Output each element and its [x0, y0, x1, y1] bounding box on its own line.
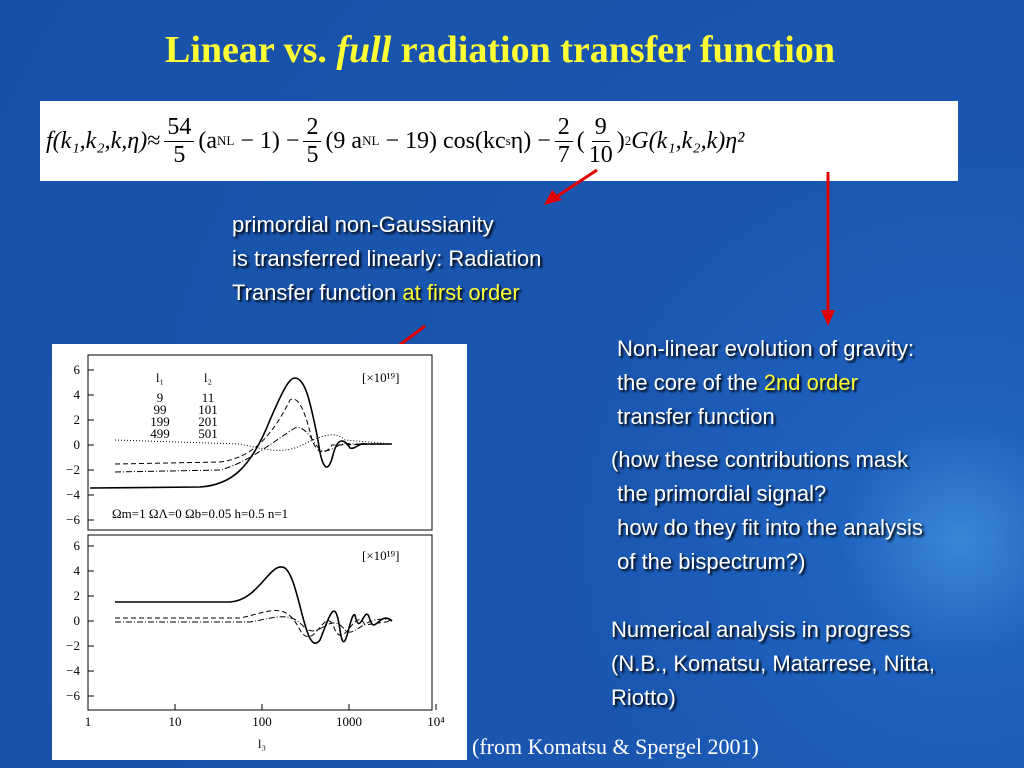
note-line: Numerical analysis in progress [611, 617, 911, 642]
eq-text: ≈ [147, 127, 161, 154]
note: (how these contributions mask the primor… [611, 443, 923, 579]
y-tick-label: −6 [66, 512, 80, 527]
eq-text: 2 [554, 114, 573, 142]
note-line: primordial non-Gaussianity [232, 212, 494, 237]
scale-note: [×10¹⁹] [362, 370, 399, 385]
legend-entry: 201 [198, 414, 218, 429]
note-line: (how these contributions mask [611, 447, 909, 472]
y-tick-label: 6 [74, 362, 81, 377]
legend-entry: 501 [198, 426, 218, 441]
legend-entry: 99 [154, 402, 167, 417]
x-axis-label: l₃ [258, 736, 266, 751]
eq-text: 10 [588, 141, 613, 168]
fraction: 54 5 [164, 114, 195, 169]
title-text: Linear vs. [165, 29, 337, 71]
note-line: Transfer function [232, 280, 403, 305]
legend-entry: 9 [157, 390, 164, 405]
caption: (from Komatsu & Spergel 2001) [472, 734, 759, 759]
y-tick-label: 0 [74, 437, 81, 452]
eq-text: 5 [306, 141, 319, 168]
legend-head: l₁ [156, 370, 164, 385]
note-line: how do they fit into the analysis [611, 515, 923, 540]
note-line: the core of the [617, 370, 764, 395]
eq-text: 9 [591, 114, 610, 142]
y-tick-label: −2 [66, 638, 80, 653]
eq-text: NL [217, 133, 235, 148]
params: Ωm=1 ΩΛ=0 Ωb=0.05 h=0.5 n=1 [112, 506, 288, 521]
eq-text: G(k₁,k₂,k)η² [631, 127, 745, 154]
note-line: Riotto) [611, 685, 676, 710]
y-tick-label: 6 [74, 538, 81, 553]
y-tick-label: −2 [66, 462, 80, 477]
y-tick-label: −4 [66, 487, 80, 502]
x-tick-label: 10⁴ [427, 714, 445, 729]
eq-text: 5 [173, 141, 186, 168]
y-tick-label: 4 [74, 387, 81, 402]
y-tick-label: 2 [74, 588, 81, 603]
scale-note: [×10¹⁹] [362, 548, 399, 563]
x-tick-label: 1000 [336, 714, 362, 729]
x-tick-label: 10 [169, 714, 182, 729]
legend-entry: 101 [198, 402, 218, 417]
y-tick-label: 4 [74, 563, 81, 578]
note-line: (N.B., Komatsu, Matarrese, Nitta, [611, 651, 935, 676]
y-tick-label: 0 [74, 613, 81, 628]
eq-text: (9 a [325, 127, 363, 154]
y-tick-label: 2 [74, 412, 81, 427]
eq-text: 2 [303, 114, 322, 142]
eq-text: (a [198, 127, 218, 154]
x-tick-label: 100 [252, 714, 272, 729]
legend-entry: 499 [150, 426, 170, 441]
fraction: 9 10 [589, 114, 613, 169]
legend-entry: 11 [202, 390, 215, 405]
eq-text: 2 [624, 133, 632, 148]
title-italic: full [336, 29, 392, 71]
highlight: 2nd order [763, 370, 858, 395]
legend-entry: 199 [150, 414, 170, 429]
eq-text: NL [362, 133, 380, 148]
highlight: at first order [402, 280, 520, 305]
eq-text: 7 [557, 141, 570, 168]
note-line: the primordial signal? [611, 481, 827, 506]
note-line: is transferred linearly: Radiation [232, 246, 542, 271]
eq-text: f(k₁,k₂,k,η) [46, 127, 148, 154]
note: Non-linear evolution of gravity: the core… [617, 332, 914, 434]
figure-bg [52, 344, 467, 760]
eq-text: − 19) cos(kc [379, 127, 506, 154]
note-line: transfer function [617, 404, 775, 429]
note-line: of the bispectrum?) [611, 549, 806, 574]
note: Numerical analysis in progress (N.B., Kom… [611, 613, 935, 715]
y-tick-label: −4 [66, 663, 80, 678]
title: Linear vs. full radiation transfer funct… [0, 28, 1000, 72]
note-line: Non-linear evolution of gravity: [617, 336, 915, 361]
y-tick-label: −6 [66, 688, 80, 703]
note: primordial non-Gaussianity is transferred… [232, 208, 541, 310]
eq-text: s [505, 133, 511, 148]
curves [89, 377, 393, 644]
plot-frame [87, 354, 433, 711]
eq-text: η) − [510, 127, 551, 154]
eq-text: − 1) − [234, 127, 300, 154]
title-text: radiation transfer function [391, 29, 835, 71]
legend-head: l₂ [204, 370, 212, 385]
eq-text: 54 [164, 114, 195, 142]
x-tick-label: 1 [85, 714, 92, 729]
